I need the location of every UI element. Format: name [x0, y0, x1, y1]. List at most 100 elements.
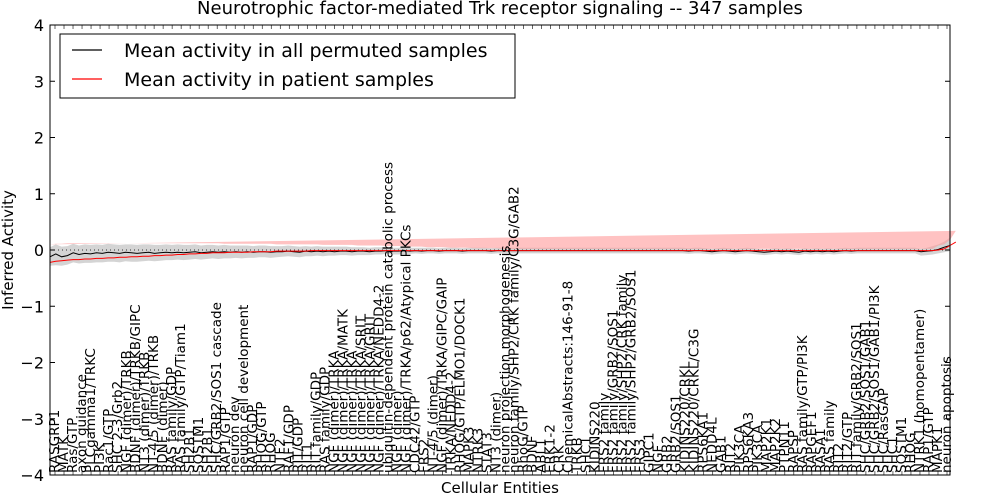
- entity-label: PI3K: [92, 442, 108, 473]
- entity-label: STAT3: [480, 432, 496, 473]
- entity-label: FRS2: [416, 439, 432, 473]
- entity-label: TRKA/NEDD4-2: [443, 372, 459, 475]
- entity-label: BDNF (dimer)/TRKB/GIPC: [128, 304, 144, 473]
- entity-label: MAPK3: [462, 427, 478, 473]
- entity-label: Rac1/GTP: [101, 409, 117, 473]
- entity-label: NGF (dimer)/TRKA: [344, 350, 360, 473]
- legend-label-permuted: Mean activity in all permuted samples: [124, 40, 487, 62]
- entity-label: NGF (dimer)/TRKA: [326, 350, 342, 473]
- entity-label: PIK3CA: [732, 424, 748, 473]
- entity-label: FRS2 family/GRB2/SOS1: [606, 310, 622, 473]
- entity-label: SQSTM1: [191, 417, 207, 473]
- entity-label: RhoG/GTP: [516, 405, 532, 473]
- y-tick-label: −4: [20, 466, 44, 485]
- entity-label: SHC/GRB2/SOS1/GAB1/PI3K: [867, 284, 883, 473]
- plot-frame: [49, 24, 951, 476]
- entity-label: KIDINS220/CRKL: [678, 361, 694, 473]
- entity-label: MAP2K2: [768, 418, 784, 473]
- entity-label: NTF2: [272, 438, 288, 473]
- entity-label: NTRK3: [471, 428, 487, 473]
- entity-label: SHC 2-3/Grb2: [110, 381, 126, 473]
- entity-label: RIT2: [723, 443, 739, 473]
- entity-label: neuron cell development: [236, 305, 252, 473]
- entity-label: SHC/GRB2/SOS1 cascade: [209, 302, 225, 473]
- entity-label: RIT2/GTP: [840, 412, 856, 473]
- x-ticks: [54, 25, 948, 475]
- entity-label: NT3 (dimer)/TRKB: [137, 352, 153, 473]
- entity-label: RIT1: [299, 443, 315, 473]
- entity-label: GRB2: [660, 435, 676, 473]
- entity-label: RAS family/GTP/Tiam1: [173, 323, 189, 473]
- entity-label: Ras/GTP: [65, 418, 81, 473]
- entity-label: RAS family/GDP: [164, 367, 180, 473]
- y-tick-label: −1: [20, 297, 44, 316]
- confidence-bands: [50, 230, 956, 266]
- entity-label: RIT2: [831, 443, 847, 473]
- entity-label: NGF (dimer)/TRKA/NEDD4-2: [371, 284, 387, 473]
- entity-label: RPS6KA3: [741, 412, 757, 473]
- entity-label: NGF (dimer)/TRKA/MATK: [335, 308, 351, 473]
- legend-box: [59, 33, 516, 99]
- entity-label: neuron apoptosis: [939, 356, 955, 473]
- entity-label: GRB2/SOS1: [669, 394, 685, 473]
- entity-label: NT-4/5 (dimer): [425, 375, 441, 473]
- entity-label: NGF (dimer)/TRKA/GRIT: [362, 313, 378, 473]
- entity-label: neuron family/SHP2/CRK family/C3G/GAB2: [507, 186, 523, 473]
- entity-label: SH2B1: [182, 428, 198, 473]
- entity-label: SHC1: [885, 436, 901, 473]
- entity-label: FRS3: [633, 439, 649, 473]
- entity-label: SH2B1: [200, 428, 216, 473]
- entity-label: GAB1: [714, 435, 730, 473]
- entity-label: PLCgamma1/TRKC: [83, 348, 99, 473]
- entity-label: MAP2K1: [759, 418, 775, 473]
- entity-label: RHOG/GTP: [254, 401, 270, 473]
- y-tick-label: 0: [34, 241, 44, 260]
- entity-label: RAS family/GDP: [317, 367, 333, 473]
- series-line-patient: [49, 241, 957, 263]
- entity-label: RHOG: [903, 432, 919, 473]
- entity-label: axon guidance: [74, 374, 90, 473]
- entity-label: NTRK1 (homopentamer): [912, 309, 928, 473]
- entity-label: neuron projection morphogenesis: [498, 246, 514, 473]
- entity-label: RAPSP: [786, 430, 802, 473]
- y-axis-label: Inferred Activity: [0, 190, 17, 310]
- x-axis-label: Cellular Entities: [441, 479, 559, 497]
- entity-label: RIT family/GRB2/SOS1: [849, 322, 865, 473]
- entity-label: RHOG: [263, 432, 279, 473]
- entity-label: FRS2 family/SHP2/GRB2/SOS1: [624, 270, 640, 473]
- entity-label: CDC42/GTP: [407, 396, 423, 473]
- entity-label: SHC1: [579, 436, 595, 473]
- entity-label: ChemicalAbstracts:146-91-8: [561, 281, 577, 473]
- entity-label: FRS2 family: [597, 393, 613, 473]
- chart-title: Neurotrophic factor-mediated Trk recepto…: [197, 0, 803, 19]
- entity-label: CRK: [552, 444, 568, 473]
- y-axis: −4 −3 −2 −1 0 1 2 3 4: [20, 16, 950, 485]
- entity-label: RIT/GDP: [290, 418, 306, 473]
- entity-label: RAPGEF1: [804, 411, 820, 473]
- entity-label: RPS6KA1: [696, 412, 712, 473]
- entity-label: ubiquitin-dependent protein catabolic pr…: [380, 162, 396, 473]
- entity-label: KIDINS220/CRKL/C3G: [687, 329, 703, 473]
- y-tick-label: 2: [34, 129, 44, 148]
- entity-label: RAS family/GTP/PI3K: [795, 334, 811, 473]
- y-tick-label: 1: [34, 185, 44, 204]
- entity-label: BDNF (dimer): [155, 381, 171, 473]
- entity-label: NEDD4L: [705, 417, 721, 473]
- entity-label: SHC/GRB2/SOS1/GAB1: [858, 320, 874, 473]
- entity-label: RAF1/GDP: [281, 405, 297, 473]
- entity-label: PTPN11: [777, 421, 793, 473]
- entity-label: FRS2 family/SHP2/CRK family: [615, 275, 631, 473]
- entity-label: NT3 (dimer): [489, 392, 505, 473]
- entity-label: NGF: [651, 445, 667, 473]
- legend-label-patient: Mean activity in patient samples: [124, 69, 434, 91]
- y-tick-label: −3: [20, 410, 44, 429]
- y-tick-label: −2: [20, 354, 44, 373]
- entity-label: GIPC1: [642, 432, 658, 473]
- confidence-band-patient: [50, 230, 956, 249]
- entity-label: RAP1/GTP: [921, 407, 937, 473]
- entity-label: RAP1/GDP: [245, 405, 261, 473]
- confidence-band-permuted: [50, 237, 950, 266]
- entity-label: RASGRP1: [47, 410, 63, 473]
- entity-label: RAP1/GTP: [218, 407, 234, 473]
